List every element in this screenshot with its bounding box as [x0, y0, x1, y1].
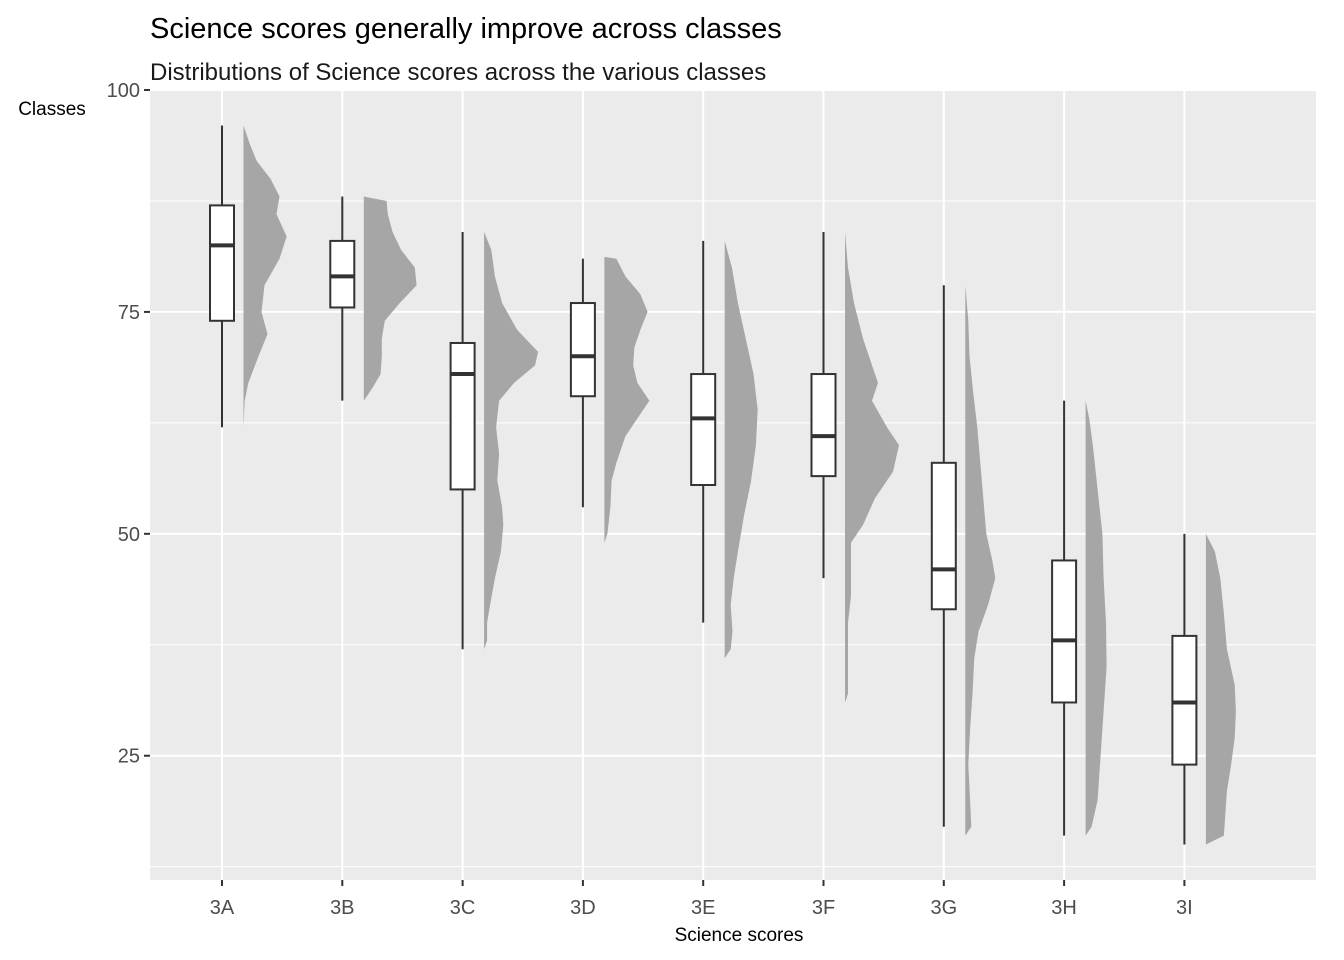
density-cloud-3g [965, 285, 996, 836]
x-tick-label: 3E [691, 897, 715, 919]
x-tick-label: 3C [450, 897, 476, 919]
y-tick-label: 100 [107, 80, 140, 102]
y-axis-ticks: 25 50 75 100 [107, 80, 150, 768]
density-cloud-3d [604, 256, 650, 543]
x-tick-label: 3F [812, 897, 835, 919]
density-cloud-3f [845, 232, 899, 703]
box-iqr [690, 373, 717, 487]
density-cloud-3h [1085, 400, 1107, 836]
x-tick-label: 3I [1176, 897, 1193, 919]
chart-subtitle: Distributions of Science scores across t… [150, 59, 766, 86]
density-cloud-3e [724, 240, 758, 659]
density-cloud-3b [363, 196, 417, 401]
boxplot-3b [329, 196, 356, 401]
x-axis-ticks: 3A 3B 3C 3D 3E 3F 3G 3H 3I [210, 880, 1193, 919]
y-axis-label: Classes [18, 99, 86, 120]
x-axis-label: Science scores [675, 925, 804, 946]
y-tick-label: 50 [118, 524, 140, 546]
density-cloud-3i [1205, 533, 1236, 845]
x-tick-label: 3B [330, 897, 354, 919]
boxplot-3f [810, 232, 837, 579]
box-iqr [1171, 634, 1198, 766]
boxplots [209, 125, 1198, 845]
density-clouds [243, 125, 1236, 845]
x-tick-label: 3G [930, 897, 957, 919]
y-tick-label: 75 [118, 302, 140, 324]
boxplot-3g [930, 285, 957, 827]
boxplot-3d [569, 258, 596, 508]
density-cloud-3c [484, 232, 539, 650]
boxplot-3a [209, 125, 235, 428]
boxplot-3c [449, 232, 476, 650]
boxplot-3e [690, 240, 717, 623]
box-iqr [810, 373, 837, 478]
box-iqr [329, 239, 356, 309]
boxplot-3h [1051, 400, 1078, 836]
x-tick-label: 3D [570, 897, 596, 919]
box-iqr [209, 204, 235, 322]
chart-title: Science scores generally improve across … [150, 13, 782, 45]
x-tick-label: 3H [1051, 897, 1077, 919]
y-tick-label: 25 [118, 746, 140, 768]
box-iqr [930, 461, 957, 611]
box-iqr [569, 302, 596, 398]
boxplot-3i [1171, 533, 1198, 845]
box-iqr [1051, 559, 1078, 704]
density-cloud-3a [243, 125, 287, 428]
box-iqr [449, 341, 476, 491]
x-tick-label: 3A [210, 897, 235, 919]
